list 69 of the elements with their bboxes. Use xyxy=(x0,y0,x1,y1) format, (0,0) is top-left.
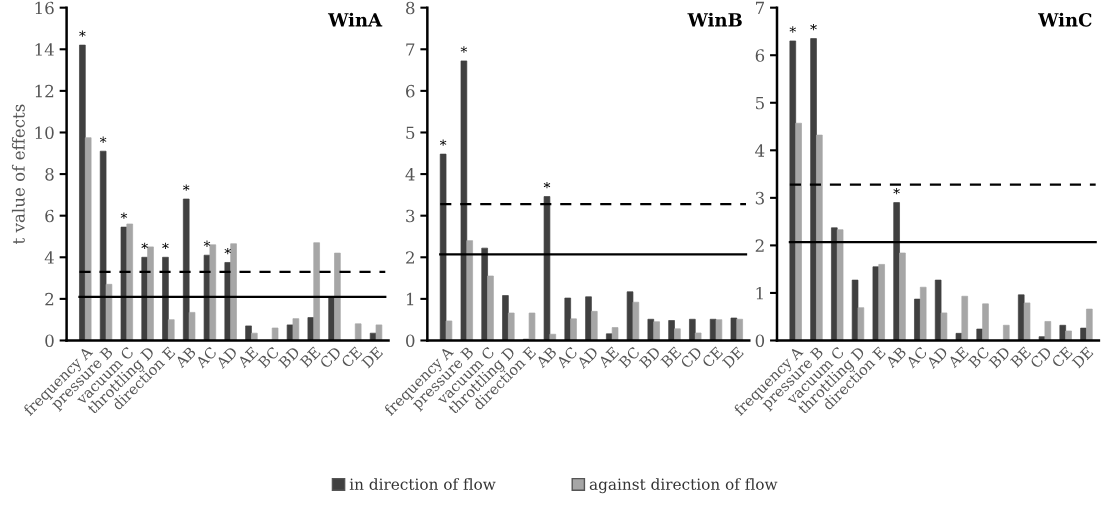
y-tick-label: 3 xyxy=(755,191,764,205)
y-tick-label: 6 xyxy=(406,84,415,98)
x-tick-label: AC xyxy=(194,346,218,369)
annotation: * xyxy=(224,247,232,255)
annotation: * xyxy=(141,242,148,250)
x-tick-label: BD xyxy=(638,346,661,369)
annotation: * xyxy=(182,184,190,191)
y-axis-title: t value of effects xyxy=(11,104,25,244)
annotation: * xyxy=(162,242,169,250)
legend-label: in direction of flow xyxy=(349,478,496,490)
x-tick-label: DE xyxy=(1071,346,1094,369)
y-tick-label: 8 xyxy=(406,1,415,15)
x-tick-label: AC xyxy=(905,346,928,369)
x-tick-label: CE xyxy=(701,346,724,369)
y-tick-label: 16 xyxy=(35,1,54,15)
x-tick-label: BD xyxy=(988,346,1011,369)
x-tick-label: CE xyxy=(1051,346,1073,369)
x-tick-label: CE xyxy=(340,346,363,369)
y-tick-label: 0 xyxy=(755,334,765,348)
annotation: * xyxy=(789,26,797,33)
legend-label: against direction of flow xyxy=(589,478,778,494)
y-tick-label: 2 xyxy=(755,239,764,252)
y-tick-label: 7 xyxy=(406,43,415,56)
x-tick-label: BC xyxy=(967,346,990,369)
x-tick-label: AD xyxy=(215,346,238,369)
annotation: * xyxy=(543,181,551,189)
y-tick-label: 7 xyxy=(755,1,764,15)
x-tick-label: AE xyxy=(236,346,259,369)
chart-title: WinA xyxy=(327,12,383,27)
y-tick-label: 4 xyxy=(755,144,765,157)
chart-title: WinC xyxy=(1037,12,1092,27)
chart-title: WinB xyxy=(687,12,742,27)
x-tick-label: AC xyxy=(555,346,579,369)
y-tick-label: 12 xyxy=(35,84,54,98)
y-tick-label: 4 xyxy=(44,251,54,264)
y-tick-label: 1 xyxy=(756,286,763,300)
x-tick-label: BD xyxy=(278,346,301,369)
x-tick-label: AB xyxy=(535,346,558,369)
annotation: * xyxy=(893,188,900,195)
y-tick-label: 6 xyxy=(45,209,54,223)
x-tick-label: CD xyxy=(319,346,342,369)
annotation: * xyxy=(810,24,817,31)
annotation: * xyxy=(460,46,468,53)
y-tick-label: 0 xyxy=(406,334,415,348)
y-tick-label: 3 xyxy=(406,209,415,223)
x-tick-label: DE xyxy=(361,346,384,369)
x-tick-label: BE xyxy=(660,346,682,368)
y-tick-label: 2 xyxy=(45,292,54,306)
x-tick-label: AB xyxy=(174,346,197,369)
y-tick-label: 4 xyxy=(405,168,415,181)
y-tick-label: 5 xyxy=(406,126,415,140)
y-tick-label: 10 xyxy=(35,126,54,140)
x-tick-label: AE xyxy=(947,346,969,369)
y-tick-label: 1 xyxy=(406,292,414,306)
y-tick-label: 6 xyxy=(755,49,765,62)
annotation: * xyxy=(79,30,86,37)
x-tick-label: AE xyxy=(597,346,620,369)
annotation: * xyxy=(439,139,447,146)
y-tick-label: 5 xyxy=(756,96,764,110)
y-tick-label: 2 xyxy=(406,251,414,264)
y-tick-label: 0 xyxy=(45,334,54,348)
x-tick-label: BE xyxy=(299,346,321,368)
y-tick-label: 8 xyxy=(45,168,54,181)
annotation: * xyxy=(99,136,107,143)
x-tick-label: AD xyxy=(925,346,949,369)
x-tick-label: BE xyxy=(1009,346,1032,368)
annotation: * xyxy=(203,240,211,247)
y-tick-label: 14 xyxy=(35,43,54,56)
annotation: * xyxy=(120,212,128,219)
